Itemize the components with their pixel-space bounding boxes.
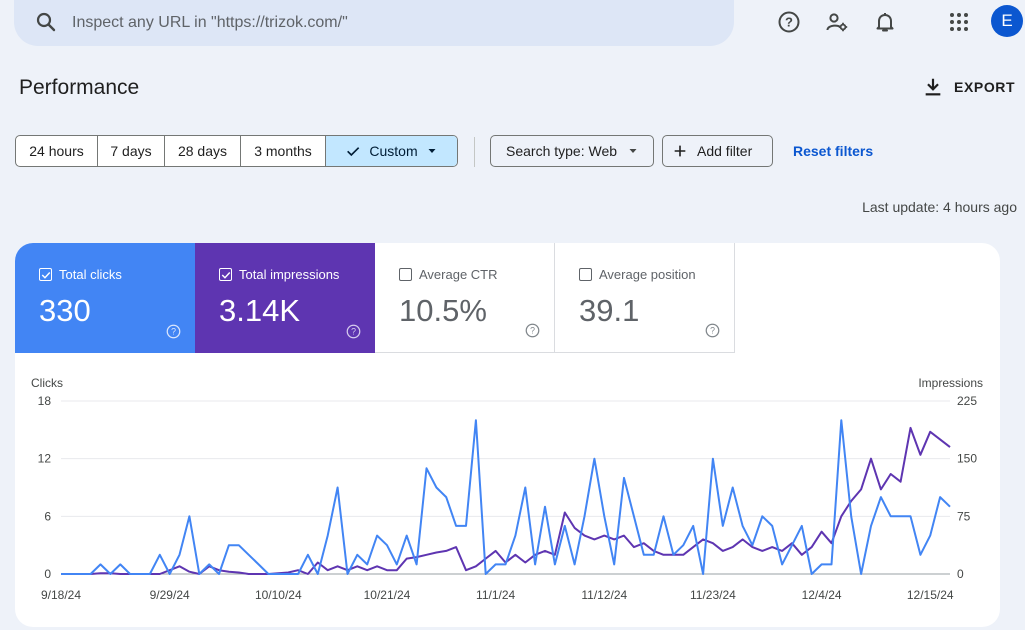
export-button[interactable]: EXPORT [922, 74, 1015, 100]
y-right-tick-label: 75 [957, 509, 971, 523]
x-tick-label: 10/10/24 [255, 588, 302, 602]
dropdown-arrow-icon [629, 149, 637, 153]
metric-average-ctr[interactable]: Average CTR 10.5% ? [375, 243, 555, 353]
x-tick-label: 11/12/24 [581, 588, 627, 602]
admin-settings-icon[interactable] [825, 10, 849, 34]
page-title: Performance [19, 76, 140, 99]
range-3-months[interactable]: 3 months [241, 136, 326, 166]
url-inspection-bar[interactable] [14, 0, 734, 46]
x-tick-label: 12/15/24 [907, 588, 954, 602]
svg-text:?: ? [710, 326, 715, 336]
checkbox-unchecked-icon[interactable] [399, 268, 412, 281]
notifications-icon[interactable] [873, 10, 897, 34]
x-tick-label: 11/23/24 [690, 588, 736, 602]
metric-label: Average position [599, 267, 696, 282]
help-icon[interactable]: ? [166, 324, 181, 339]
y-left-tick-label: 6 [44, 509, 51, 523]
svg-text:?: ? [785, 15, 793, 30]
svg-text:?: ? [351, 327, 356, 337]
metric-value: 39.1 [579, 293, 640, 328]
y-right-axis-title: Impressions [918, 376, 983, 390]
metric-value: 330 [39, 293, 91, 328]
search-type-dropdown[interactable]: Search type: Web [490, 135, 654, 167]
svg-text:?: ? [171, 327, 176, 337]
impressions-series-line [61, 426, 951, 575]
dropdown-arrow-icon [428, 149, 436, 153]
check-icon [347, 147, 360, 157]
y-right-tick-label: 150 [957, 452, 977, 466]
x-tick-label: 9/29/24 [150, 588, 190, 602]
range-custom-label: Custom [369, 143, 418, 159]
svg-text:?: ? [530, 326, 535, 336]
reset-filters-link[interactable]: Reset filters [793, 143, 874, 159]
help-icon[interactable]: ? [525, 323, 540, 338]
metric-value: 10.5% [399, 293, 487, 328]
help-icon[interactable]: ? [346, 324, 361, 339]
help-icon[interactable]: ? [705, 323, 720, 338]
x-tick-label: 9/18/24 [41, 588, 81, 602]
apps-grid-icon[interactable] [947, 10, 971, 34]
performance-chart: 0 6 12 18 0 75 150 225 Clicks Impressions 9/18/24 9… [31, 376, 983, 602]
y-right-tick-label: 225 [957, 394, 977, 408]
date-range-selector: 24 hours 7 days 28 days 3 months Custom [15, 135, 458, 167]
y-left-axis-title: Clicks [31, 376, 63, 390]
range-28-days[interactable]: 28 days [165, 136, 241, 166]
clicks-series-line [61, 419, 951, 575]
avatar[interactable]: E [991, 5, 1023, 37]
plus-icon [674, 145, 686, 157]
performance-card: Total clicks 330 ? Total impressions 3.1… [15, 243, 1000, 627]
metric-total-clicks[interactable]: Total clicks 330 ? [15, 243, 195, 353]
y-left-tick-label: 0 [44, 567, 51, 581]
y-left-tick-label: 12 [38, 452, 52, 466]
help-icon[interactable]: ? [777, 10, 801, 34]
x-tick-label: 12/4/24 [802, 588, 842, 602]
y-left-tick-label: 18 [38, 394, 52, 408]
metric-label: Total impressions [239, 267, 340, 282]
checkbox-checked-icon[interactable] [219, 268, 232, 281]
search-icon [36, 12, 56, 32]
metric-label: Total clicks [59, 267, 122, 282]
last-update-text: Last update: 4 hours ago [862, 199, 1017, 215]
range-24-hours[interactable]: 24 hours [16, 136, 98, 166]
metric-average-position[interactable]: Average position 39.1 ? [555, 243, 735, 353]
x-tick-label: 11/1/24 [476, 588, 515, 602]
filter-divider [474, 137, 475, 167]
add-filter-button[interactable]: Add filter [662, 135, 773, 167]
range-7-days[interactable]: 7 days [98, 136, 165, 166]
metric-value: 3.14K [219, 293, 301, 328]
add-filter-label: Add filter [697, 143, 753, 159]
export-label: EXPORT [954, 79, 1016, 95]
metric-total-impressions[interactable]: Total impressions 3.14K ? [195, 243, 375, 353]
metric-label: Average CTR [419, 267, 498, 282]
checkbox-unchecked-icon[interactable] [579, 268, 592, 281]
y-right-tick-label: 0 [957, 567, 964, 581]
url-inspection-input[interactable] [72, 0, 712, 46]
range-custom[interactable]: Custom [326, 136, 457, 166]
x-tick-label: 10/21/24 [364, 588, 411, 602]
download-icon [925, 78, 941, 96]
search-type-label: Search type: Web [506, 143, 618, 159]
checkbox-checked-icon[interactable] [39, 268, 52, 281]
